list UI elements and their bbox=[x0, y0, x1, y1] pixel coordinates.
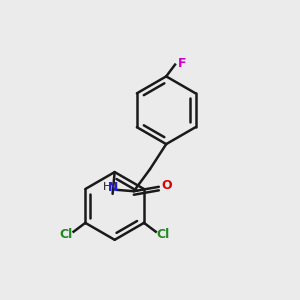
Text: H: H bbox=[103, 182, 111, 192]
Text: Cl: Cl bbox=[157, 228, 170, 241]
Text: Cl: Cl bbox=[60, 228, 73, 241]
Text: N: N bbox=[108, 181, 119, 194]
Text: F: F bbox=[178, 57, 187, 70]
Text: O: O bbox=[161, 179, 172, 192]
